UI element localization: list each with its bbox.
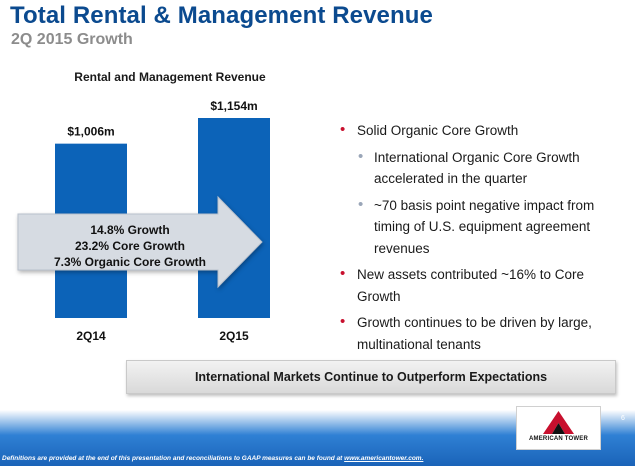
- chart-title: Rental and Management Revenue: [74, 70, 266, 84]
- page-subtitle: 2Q 2015 Growth: [11, 31, 133, 48]
- growth-line-organic: 7.3% Organic Core Growth: [53, 255, 207, 269]
- tower-logo-icon: [543, 411, 574, 434]
- footnote: Definitions are provided at the end of t…: [2, 455, 424, 462]
- category-tick-label: 2Q15: [219, 329, 249, 343]
- bullet-dot-icon: •: [340, 265, 346, 282]
- category-tick-label: 2Q14: [76, 329, 106, 343]
- sub-bullet-dot-icon: •: [358, 195, 364, 213]
- sub-bullet-item: • ~70 basis point negative impact from t…: [358, 195, 595, 256]
- bullet-item: • Growth continues to be driven by large…: [340, 313, 592, 352]
- page-title: Total Rental & Management Revenue: [10, 2, 433, 29]
- bar-value-label: $1,006m: [67, 125, 114, 139]
- website-link[interactable]: www.americantower.com.: [344, 455, 424, 462]
- growth-line-core: 23.2% Core Growth: [74, 239, 186, 253]
- sub-bullet-item: • International Organic Core Growth acce…: [358, 147, 580, 187]
- bullet-list: • Solid Organic Core Growth • Internatio…: [340, 120, 630, 355]
- bullet-dot-icon: •: [340, 313, 346, 330]
- page-number: 6: [621, 415, 625, 422]
- bullet-dot-icon: •: [340, 121, 346, 138]
- growth-arrow-text: 14.8% Growth 23.2% Core Growth 7.3% Orga…: [30, 222, 230, 270]
- growth-arrow: [17, 195, 263, 289]
- callout-banner: International Markets Continue to Outper…: [126, 360, 616, 394]
- growth-line-total: 14.8% Growth: [90, 223, 170, 237]
- company-logo: AMERICAN TOWER: [516, 406, 601, 450]
- bullet-item: • New assets contributed ~16% to Core Gr…: [340, 265, 584, 304]
- bar-value-label: $1,154m: [210, 99, 257, 113]
- bullet-item: • Solid Organic Core Growth: [340, 120, 630, 142]
- revenue-bar-chart: $1,006m $1,154m 2Q14 2Q15: [17, 99, 270, 343]
- sub-bullet-dot-icon: •: [358, 147, 364, 165]
